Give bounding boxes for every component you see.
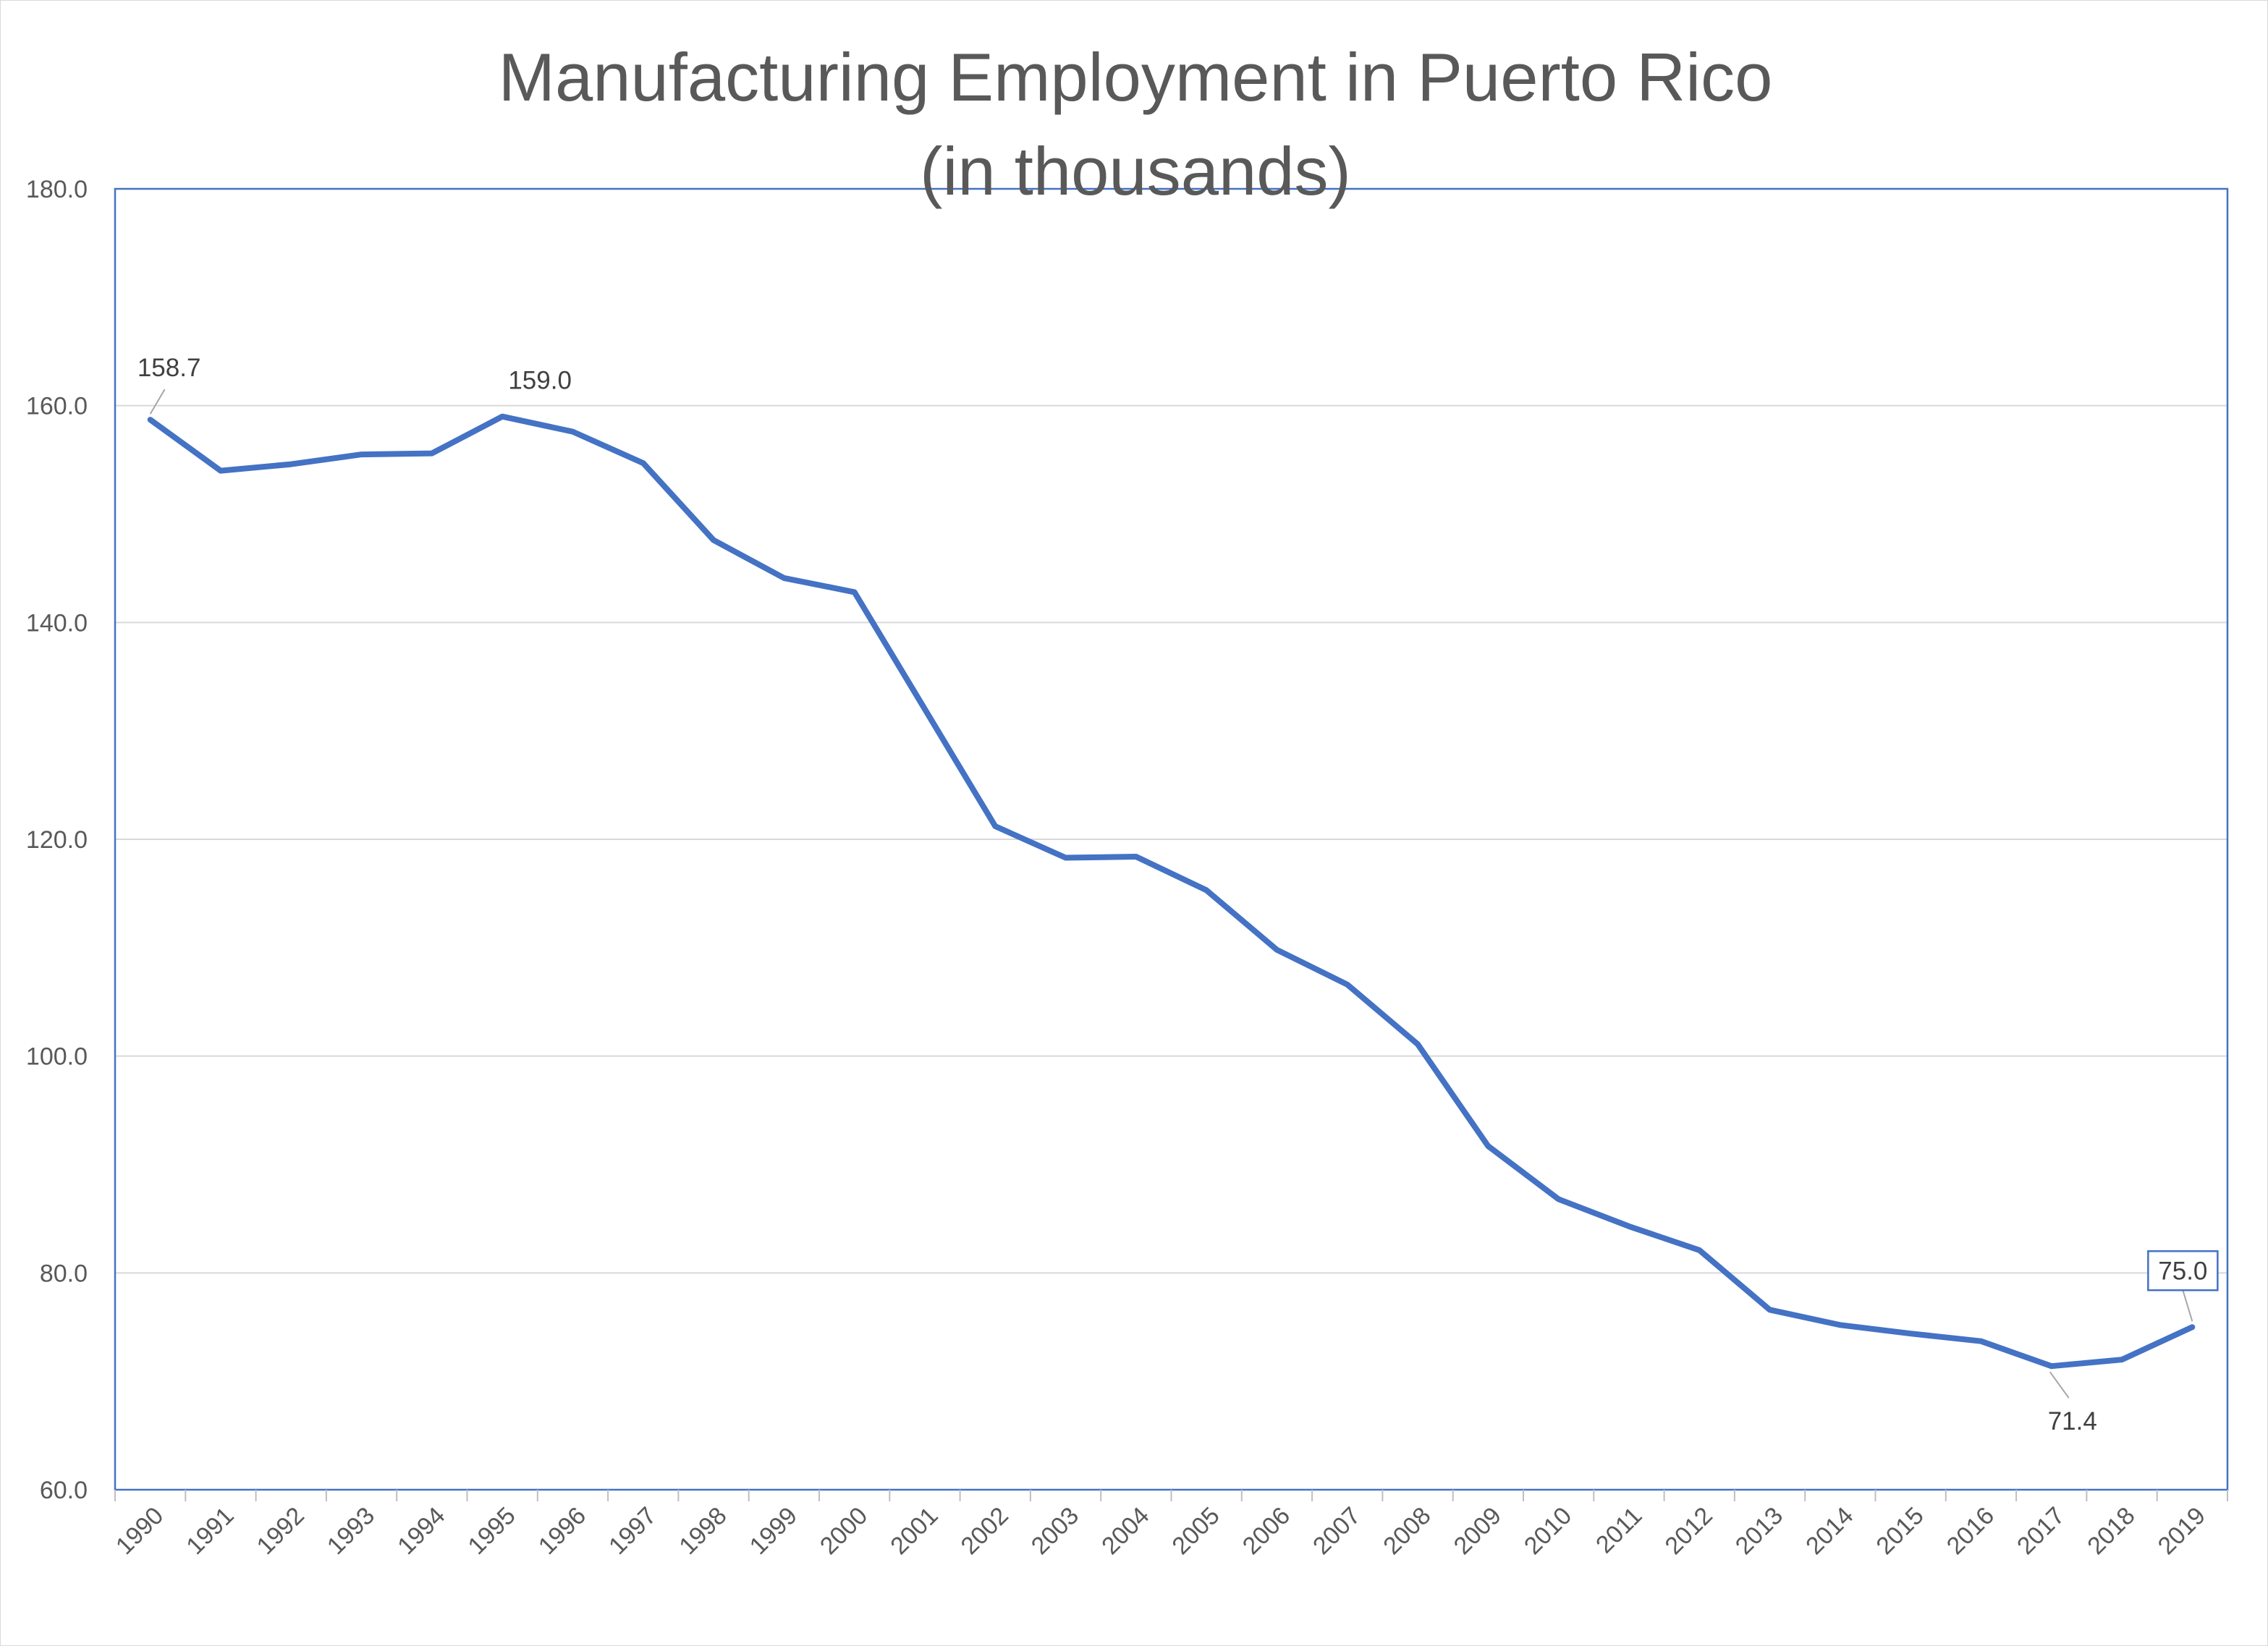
x-tick-label-1996: 1996 [533,1502,591,1560]
y-tick-label-120: 120.0 [26,826,88,854]
x-tick-label-1998: 1998 [674,1502,732,1560]
x-tick-label-1991: 1991 [181,1502,239,1560]
gridlines [115,404,2227,1274]
data-label-1995: 159.0 [508,367,572,395]
y-tick-label-80: 80.0 [40,1260,88,1287]
x-tick-label-2013: 2013 [1730,1502,1788,1560]
data-labels: 158.7 159.0 71.4 75.0 [137,354,2219,1435]
x-axis-tick-labels: 1990 1991 1992 1993 1994 1995 1996 1997 1998 1999… [111,1502,2211,1560]
data-label-2017-leader [2049,1371,2070,1399]
x-tick-label-1995: 1995 [462,1502,520,1560]
data-label-1990: 158.7 [137,354,201,382]
x-tick-label-1992: 1992 [252,1502,310,1560]
x-tick-label-1999: 1999 [745,1502,803,1560]
chart-subtitle: (in thousands) [920,133,1351,209]
y-tick-label-60: 60.0 [40,1477,88,1504]
x-tick-label-2011: 2011 [1591,1502,1648,1559]
y-tick-label-140: 140.0 [26,609,88,637]
x-tick-label-1994: 1994 [392,1502,450,1560]
series-layer [147,413,2196,1370]
x-tick-label-2012: 2012 [1660,1502,1718,1560]
series-line-manufacturing-employment [147,413,2196,1370]
x-tick-label-2003: 2003 [1026,1502,1084,1560]
y-tick-label-100: 100.0 [26,1043,88,1071]
x-tick-label-2002: 2002 [956,1502,1014,1560]
x-tick-label-2010: 2010 [1519,1502,1577,1560]
x-tick-label-2015: 2015 [1871,1502,1929,1560]
data-label-1990-leader [149,389,166,415]
x-tick-label-2016: 2016 [1942,1502,2000,1560]
x-axis-ticks [114,1490,2228,1501]
y-axis-tick-labels: 60.0 80.0 100.0 120.0 140.0 160.0 180.0 [26,176,88,1504]
y-tick-label-160: 160.0 [26,393,88,420]
x-tick-label-2018: 2018 [2082,1502,2140,1560]
data-label-2019-box [2147,1250,2219,1291]
x-tick-label-2017: 2017 [2012,1502,2070,1560]
data-label-2017: 71.4 [2048,1407,2097,1435]
x-tick-label-1993: 1993 [322,1502,380,1560]
y-tick-label-180: 180.0 [26,176,88,203]
x-tick-label-2008: 2008 [1378,1502,1436,1560]
x-tick-label-1990: 1990 [111,1502,169,1560]
x-tick-label-2005: 2005 [1167,1502,1224,1560]
x-tick-label-2009: 2009 [1449,1502,1507,1560]
data-label-2019: 75.0 [2158,1257,2207,1285]
x-tick-label-2007: 2007 [1308,1502,1366,1560]
x-tick-label-1997: 1997 [604,1502,661,1560]
data-label-2019-leader [2182,1289,2193,1322]
x-tick-label-2006: 2006 [1237,1502,1295,1560]
x-tick-label-2001: 2001 [885,1502,943,1560]
x-tick-label-2019: 2019 [2153,1502,2211,1560]
x-tick-label-2004: 2004 [1096,1502,1154,1560]
x-tick-label-2014: 2014 [1801,1502,1858,1560]
x-tick-label-2000: 2000 [815,1502,873,1560]
chart-title: Manufacturing Employment in Puerto Rico [499,39,1773,115]
